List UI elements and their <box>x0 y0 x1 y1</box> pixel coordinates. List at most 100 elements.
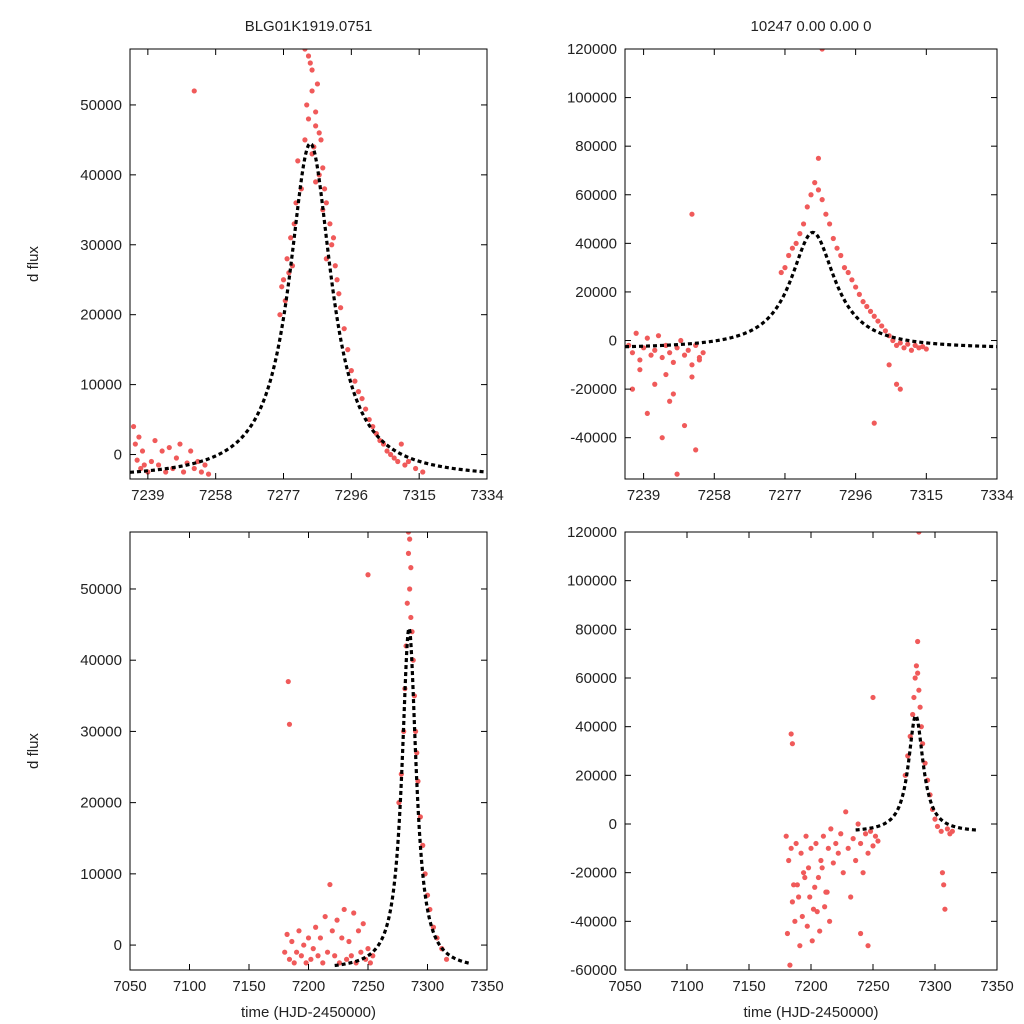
data-point <box>897 386 903 392</box>
data-point <box>856 291 862 297</box>
fit-curve <box>130 141 487 474</box>
data-point <box>853 857 859 864</box>
data-point <box>913 663 920 669</box>
y-tick-label: 40000 <box>80 167 122 184</box>
data-point <box>855 821 861 827</box>
data-point <box>130 423 137 430</box>
y-tick-label: 20000 <box>80 795 122 812</box>
data-point <box>195 458 201 465</box>
data-point <box>296 928 302 934</box>
data-point <box>799 913 805 920</box>
data-point <box>910 711 916 718</box>
data-point <box>313 109 319 115</box>
data-point <box>402 462 408 468</box>
x-tick-label: 7296 <box>839 487 872 504</box>
y-tick-label: 30000 <box>80 237 122 254</box>
y-tick-label: 0 <box>609 333 617 350</box>
data-point <box>341 906 347 913</box>
data-point <box>304 102 310 108</box>
data-point <box>289 938 295 945</box>
data-point <box>408 614 414 621</box>
data-point <box>789 899 796 905</box>
data-point <box>941 882 947 888</box>
data-point <box>315 953 321 959</box>
data-point <box>674 471 680 477</box>
x-tick-label: 7239 <box>131 487 164 504</box>
data-point <box>796 894 802 900</box>
y-tick-label: -40000 <box>570 430 617 447</box>
data-point <box>348 953 354 959</box>
data-point <box>313 924 319 930</box>
data-point <box>288 235 294 241</box>
data-point <box>865 943 871 949</box>
y-axis-label: d flux <box>25 246 42 282</box>
data-point <box>805 865 812 871</box>
data-point <box>367 960 373 966</box>
data-point <box>358 949 364 955</box>
data-point <box>348 368 354 374</box>
data-point <box>355 928 362 934</box>
data-point <box>365 572 371 578</box>
data-point <box>659 354 665 361</box>
data-point <box>307 60 313 66</box>
data-point <box>848 894 854 900</box>
y-tick-label: 40000 <box>80 652 122 669</box>
data-point <box>205 471 212 477</box>
data-point <box>939 870 946 876</box>
data-point <box>825 845 831 851</box>
fit-curve <box>855 713 979 832</box>
data-point <box>134 457 140 463</box>
chart-title: 10247 0.00 0.00 0 <box>751 18 872 35</box>
data-point <box>810 906 817 912</box>
data-point <box>908 347 915 353</box>
data-point <box>309 67 315 73</box>
data-point <box>879 323 885 329</box>
data-point <box>827 221 833 227</box>
data-point <box>934 823 941 830</box>
y-tick-label: 60000 <box>575 187 617 204</box>
data-point <box>685 347 691 353</box>
data-point <box>797 231 803 237</box>
x-tick-label: 7334 <box>980 487 1013 504</box>
data-point <box>860 299 866 305</box>
data-point <box>324 949 331 955</box>
data-point <box>800 221 807 227</box>
data-point <box>815 874 822 881</box>
data-point <box>302 137 308 143</box>
data-points <box>783 532 955 968</box>
data-point <box>670 391 676 397</box>
x-tick-label: 7315 <box>910 487 943 504</box>
data-point <box>177 441 183 447</box>
data-point <box>443 956 450 962</box>
data-point <box>815 187 822 193</box>
data-point <box>923 346 929 352</box>
data-point <box>823 211 829 217</box>
x-tick-label: 7200 <box>794 978 827 995</box>
y-tick-label: 120000 <box>567 41 617 58</box>
data-point <box>332 953 338 959</box>
fit-curve <box>334 625 470 968</box>
data-point <box>791 882 797 888</box>
data-point <box>812 180 818 186</box>
data-point <box>812 884 818 890</box>
x-tick-label: 7258 <box>199 487 232 504</box>
data-point <box>152 437 158 444</box>
data-point <box>822 904 828 910</box>
y-tick-label: 10000 <box>80 377 122 394</box>
data-point <box>793 840 799 847</box>
panel-top-right: 7239 7258 7277 7296 7315 7334 -40000 -20000 0 200… <box>567 18 1014 504</box>
data-point <box>845 269 851 276</box>
data-point <box>814 909 820 915</box>
data-point <box>277 312 283 318</box>
data-point <box>860 870 866 876</box>
data-point <box>629 386 636 392</box>
data-point <box>405 532 412 535</box>
data-point <box>384 448 390 454</box>
data-point <box>663 371 669 378</box>
data-point <box>858 840 864 847</box>
data-point <box>343 956 350 962</box>
data-point <box>334 917 340 923</box>
data-point <box>864 303 870 310</box>
data-point <box>794 882 800 888</box>
chart-title: BLG01K1919.0751 <box>245 18 373 35</box>
